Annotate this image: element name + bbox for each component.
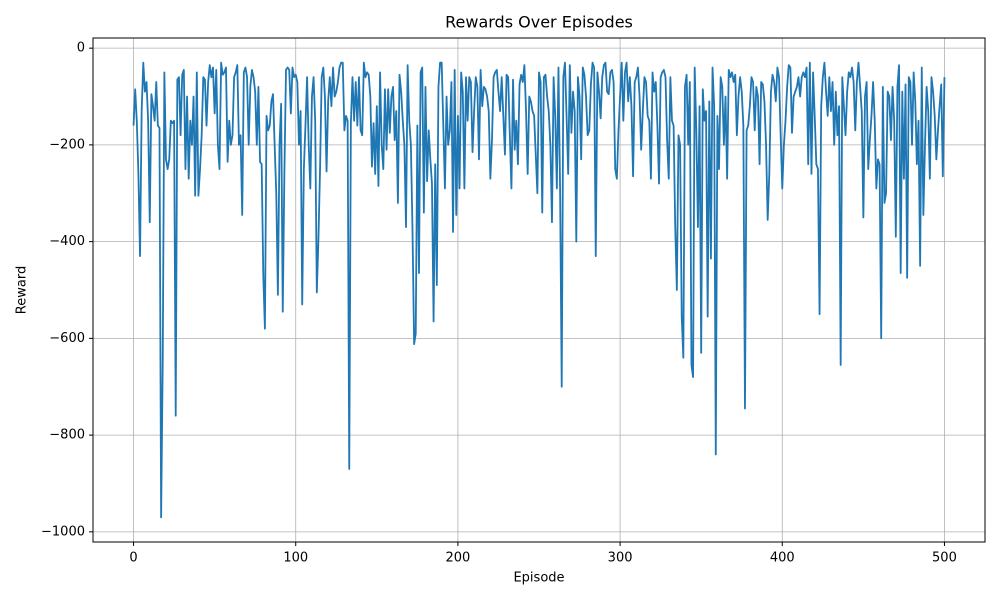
- y-tick-label: 0: [77, 41, 85, 56]
- y-tick-label: −200: [49, 137, 85, 152]
- y-tick-label: −800: [49, 428, 85, 443]
- y-axis-label: Reward: [15, 266, 30, 314]
- x-tick-label: 300: [608, 551, 633, 566]
- reward-line: [132, 61, 946, 519]
- plot-area: [132, 61, 946, 519]
- ticks: 0 100 200 300 400 500 −1000 −800 −600 −400 −200 0: [41, 41, 957, 566]
- x-tick-label: 0: [129, 551, 137, 566]
- x-tick-label: 500: [932, 551, 957, 566]
- x-tick-label: 200: [445, 551, 470, 566]
- y-tick-label: −1000: [41, 524, 85, 539]
- x-tick-label: 100: [283, 551, 308, 566]
- y-tick-label: −400: [49, 234, 85, 249]
- x-axis-label: Episode: [513, 571, 564, 586]
- y-tick-label: −600: [49, 331, 85, 346]
- chart-title: Rewards Over Episodes: [445, 13, 633, 32]
- axes-frame: [92, 37, 986, 543]
- x-tick-label: 400: [770, 551, 795, 566]
